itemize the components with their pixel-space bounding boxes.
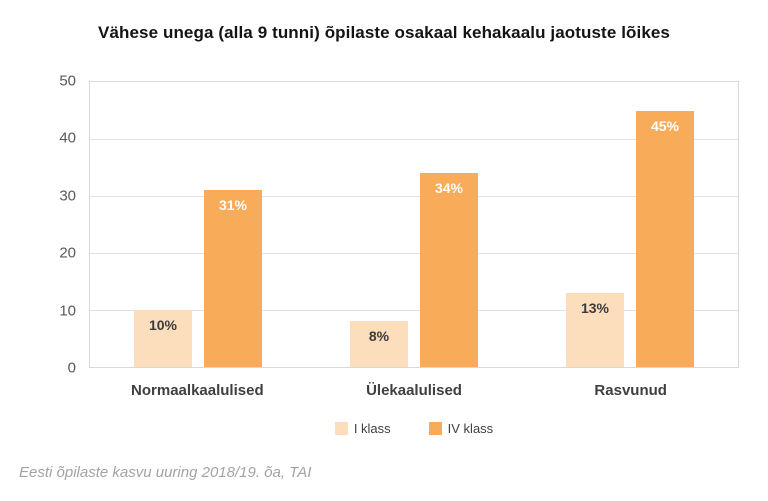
legend-item: I klass xyxy=(334,421,391,436)
bar-group: 13% 45% xyxy=(522,82,738,367)
source-note: Eesti õpilaste kasvu uuring 2018/19. õa,… xyxy=(19,464,312,481)
bar-iv-klass: 34% xyxy=(420,173,478,367)
bar-i-klass: 8% xyxy=(350,321,408,367)
chart-title: Vähese unega (alla 9 tunni) õpilaste osa… xyxy=(98,23,670,42)
gridline xyxy=(90,310,738,311)
bar-value-label: 34% xyxy=(434,180,464,197)
bar-i-klass: 10% xyxy=(134,310,192,367)
bar-value-label: 45% xyxy=(650,117,680,134)
bar-value-label: 13% xyxy=(580,299,610,316)
legend: I klass IV klass xyxy=(89,421,739,436)
bar-i-klass: 13% xyxy=(566,292,624,367)
category-labels: Normaalkaalulised Ülekaalulised Rasvunud xyxy=(89,382,739,399)
legend-label: I klass xyxy=(353,421,391,436)
y-axis-tick-label: 0 xyxy=(67,359,76,377)
gridline xyxy=(90,253,738,254)
gridlines xyxy=(90,82,738,367)
legend-swatch xyxy=(428,422,442,435)
y-axis-tick-label: 40 xyxy=(59,129,76,147)
gridline xyxy=(90,139,738,140)
legend-item: IV klass xyxy=(428,421,494,436)
category-label: Ülekaalulised xyxy=(366,382,462,399)
bar-value-label: 8% xyxy=(368,328,390,345)
bar-value-label: 10% xyxy=(148,317,178,333)
category-label: Normaalkaalulised xyxy=(131,382,264,399)
category-label: Rasvunud xyxy=(594,382,667,399)
bar-iv-klass: 31% xyxy=(204,190,262,367)
bar-value-label: 31% xyxy=(218,197,248,214)
y-axis-tick-label: 30 xyxy=(59,187,76,205)
bar-iv-klass: 45% xyxy=(636,110,694,367)
y-axis-tick-label: 10 xyxy=(59,302,76,320)
y-axis-tick-label: 50 xyxy=(59,72,76,90)
legend-label: IV klass xyxy=(447,421,494,436)
y-axis: 0 10 20 30 40 50 xyxy=(30,73,76,377)
y-axis-tick-label: 20 xyxy=(59,244,76,262)
plot-area: 10% 31% 8% 34% 13% 45% xyxy=(89,81,739,368)
bar-groups: 10% 31% 8% 34% 13% 45% xyxy=(90,82,738,367)
bar-group: 10% 31% xyxy=(90,82,306,367)
gridline xyxy=(90,196,738,197)
legend-swatch xyxy=(334,422,348,435)
bar-group: 8% 34% xyxy=(306,82,522,367)
